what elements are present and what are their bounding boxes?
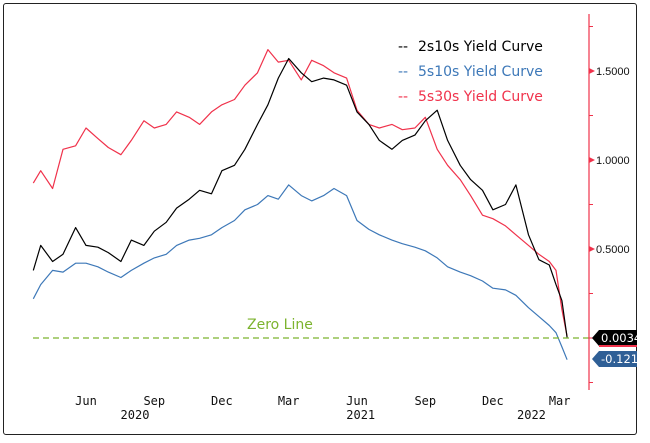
legend-dash-1: --	[398, 39, 408, 55]
x-tick-label: Sep	[414, 394, 436, 408]
x-year-label: 2022	[517, 408, 546, 422]
y-tick-mark	[589, 157, 595, 163]
y-tick-label: 1.0000	[596, 155, 630, 167]
chart-frame	[3, 3, 637, 435]
series-line-5s10s	[32, 184, 568, 360]
x-tick-label: Jun	[75, 394, 97, 408]
series-line-5s30s	[32, 48, 568, 337]
x-year-label: 2020	[121, 408, 150, 422]
x-tick-label: Mar	[549, 394, 571, 408]
x-tick-label: Sep	[143, 394, 165, 408]
legend-dash-3: --	[398, 89, 408, 105]
last-value-badge	[592, 351, 637, 367]
last-value-label: -0.1219	[601, 352, 645, 366]
zero-line-label: Zero Line	[247, 317, 313, 333]
legend-dash-2: --	[398, 64, 408, 80]
last-value-badge	[592, 330, 637, 346]
last-value-label: 0.0034	[601, 331, 641, 345]
x-tick-label: Mar	[278, 394, 300, 408]
x-tick-label: Jun	[346, 394, 368, 408]
legend-entry-3: 5s30s Yield Curve	[418, 89, 543, 105]
y-tick-mark	[589, 68, 595, 74]
y-tick-mark	[589, 246, 595, 252]
legend-entry-1: 2s10s Yield Curve	[418, 39, 543, 55]
x-tick-label: Dec	[211, 394, 233, 408]
x-year-label: 2021	[346, 408, 375, 422]
y-tick-label: 1.5000	[596, 66, 630, 78]
x-tick-label: Dec	[482, 394, 504, 408]
y-tick-label: 0.5000	[596, 244, 630, 256]
series-line-2s10s	[32, 57, 568, 338]
legend-entry-2: 5s10s Yield Curve	[418, 64, 543, 80]
